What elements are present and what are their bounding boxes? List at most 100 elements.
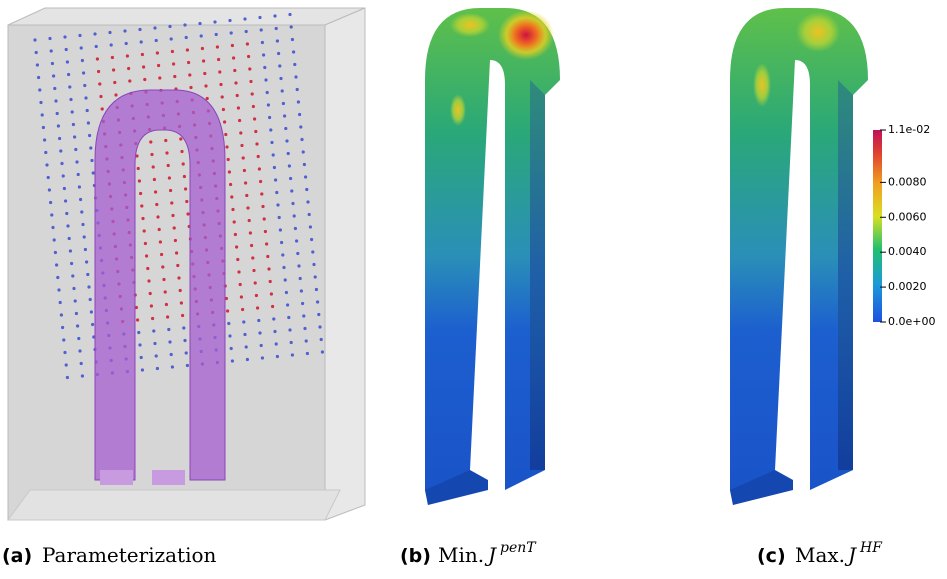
sample-point (295, 239, 298, 242)
sample-point (293, 63, 296, 66)
sample-point (292, 50, 295, 53)
sample-point (237, 106, 240, 109)
sample-point (70, 262, 73, 265)
sample-point (90, 310, 93, 313)
sample-point (112, 68, 115, 71)
sample-point (285, 139, 288, 142)
sample-point (268, 116, 271, 119)
sample-point (82, 71, 85, 74)
sample-point (169, 189, 172, 192)
sample-point (176, 264, 179, 267)
sample-point (186, 48, 189, 51)
sample-point (236, 94, 239, 97)
sample-point (177, 276, 180, 279)
sample-point (301, 302, 304, 305)
sample-point (309, 225, 312, 228)
sample-point (226, 309, 229, 312)
sample-point (168, 176, 171, 179)
subfig-label: (b) (400, 545, 431, 567)
sample-point (321, 350, 324, 353)
sample-point (254, 281, 257, 284)
sample-point (92, 171, 95, 174)
sample-point (138, 179, 141, 182)
sample-point (167, 164, 170, 167)
sample-point (278, 216, 281, 219)
sample-point (62, 174, 65, 177)
sample-point (80, 46, 83, 49)
sample-point (83, 84, 86, 87)
sample-point (168, 25, 171, 28)
sample-point (185, 351, 188, 354)
sample-point (248, 219, 251, 222)
sample-point (91, 323, 94, 326)
sample-point (284, 278, 287, 281)
sample-point (90, 159, 93, 162)
symbol: J (844, 543, 857, 567)
sample-point (175, 251, 178, 254)
sample-point (86, 109, 89, 112)
sample-point (306, 200, 309, 203)
sample-point (243, 17, 246, 20)
sample-point (286, 303, 289, 306)
sample-point (285, 291, 288, 294)
sample-point (298, 113, 301, 116)
sample-point (114, 93, 117, 96)
tick-label: 0.0040 (888, 245, 927, 258)
sample-point (154, 190, 157, 193)
sample-point (165, 303, 168, 306)
sample-point (153, 26, 156, 29)
sample-point (173, 226, 176, 229)
sample-point (258, 331, 261, 334)
sample-point (57, 288, 60, 291)
sample-point (55, 263, 58, 266)
sample-point (306, 352, 309, 355)
sample-point (264, 78, 267, 81)
sample-point (180, 150, 183, 153)
sample-point (231, 208, 234, 211)
sample-point (217, 58, 220, 61)
subfig-caption: Max. (795, 543, 845, 567)
sample-point (171, 214, 174, 217)
superscript: penT (500, 540, 537, 556)
sample-point (290, 341, 293, 344)
sample-point (47, 176, 50, 179)
sample-point (64, 199, 67, 202)
sample-point (63, 187, 66, 190)
sample-point (81, 59, 84, 62)
sample-point (218, 70, 221, 73)
sample-point (150, 153, 153, 156)
sample-point (275, 342, 278, 345)
sample-point (51, 226, 54, 229)
sample-point (93, 32, 96, 35)
sample-point (63, 351, 66, 354)
sample-point (227, 158, 230, 161)
sample-point (69, 98, 72, 101)
sample-point (231, 359, 234, 362)
sample-point (304, 175, 307, 178)
sample-point (314, 275, 317, 278)
sample-point (246, 42, 249, 45)
sample-point (66, 224, 69, 227)
sample-point (275, 191, 278, 194)
sample-point (77, 173, 80, 176)
sample-point (149, 140, 152, 143)
sample-point (140, 356, 143, 359)
sample-point (170, 353, 173, 356)
sample-point (276, 203, 279, 206)
sample-point (161, 265, 164, 268)
sample-point (165, 151, 168, 154)
sample-point (141, 368, 144, 371)
sample-point (223, 120, 226, 123)
sample-point (182, 326, 185, 329)
sample-point (85, 260, 88, 263)
sample-point (87, 121, 90, 124)
sample-point (300, 289, 303, 292)
sample-point (81, 374, 84, 377)
sample-point (155, 354, 158, 357)
sample-point (288, 13, 291, 16)
sample-point (73, 135, 76, 138)
sample-point (44, 151, 47, 154)
sample-point (184, 187, 187, 190)
sample-point (276, 39, 279, 42)
sample-point (56, 276, 59, 279)
